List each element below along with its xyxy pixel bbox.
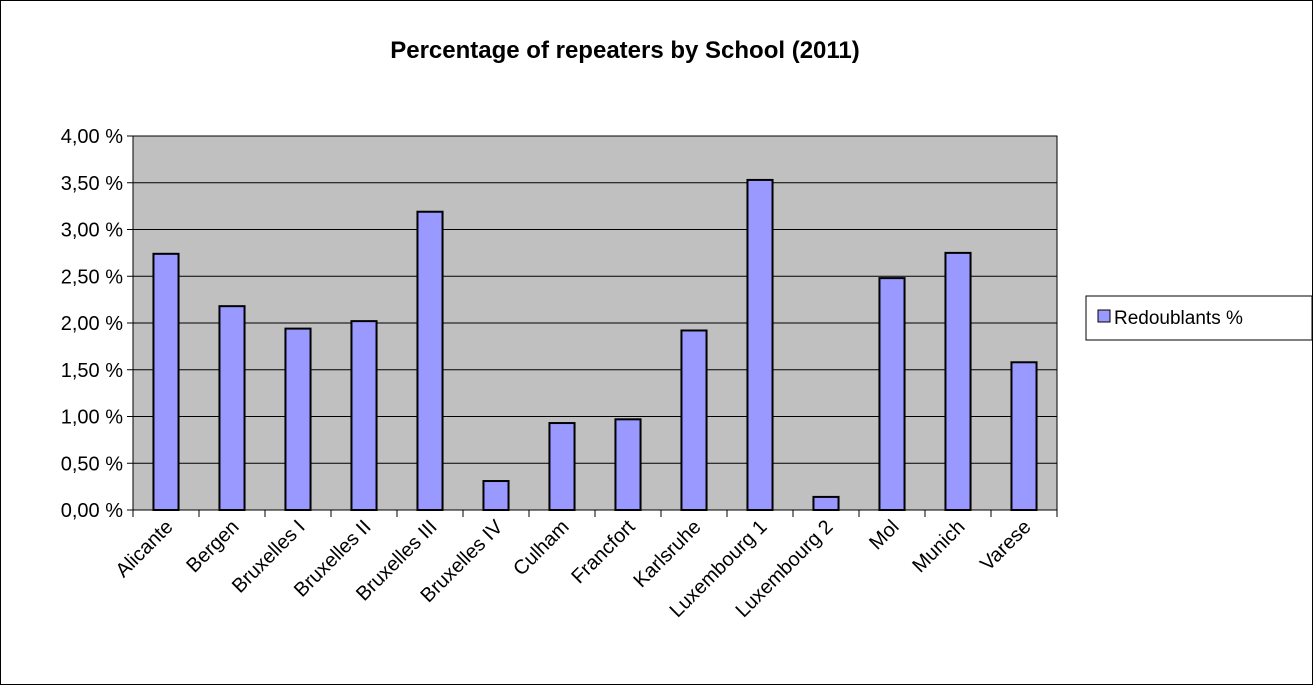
bar: [218, 305, 246, 512]
bar: [746, 178, 774, 511]
y-tick-label: 2,50 %: [61, 266, 123, 288]
y-tick-label: 3,00 %: [61, 220, 123, 242]
y-tick-label: 2,00 %: [61, 313, 123, 335]
legend-frame: [1085, 295, 1313, 341]
bar: [680, 329, 708, 512]
bar: [548, 422, 576, 512]
bar: [1010, 361, 1038, 511]
bar: [878, 277, 906, 511]
y-tick-label: 1,00 %: [61, 407, 123, 429]
y-tick-label: 3,50 %: [61, 173, 123, 195]
legend-label: Redoublants %: [1114, 308, 1243, 329]
chart-title: Percentage of repeaters by School (2011): [390, 37, 860, 64]
bar: [614, 418, 642, 511]
bar: [152, 252, 180, 511]
legend-swatch: [1097, 309, 1111, 323]
y-tick-label: 0,00 %: [61, 500, 123, 522]
y-tick-label: 1,50 %: [61, 360, 123, 382]
bar: [482, 480, 510, 512]
y-tick-label: 4,00 %: [61, 126, 123, 148]
bar: [416, 210, 444, 512]
y-tick-label: 0,50 %: [61, 453, 123, 475]
bar: [812, 495, 840, 512]
bar: [350, 320, 378, 511]
legend: Redoublants %: [1085, 295, 1313, 341]
bar: [284, 327, 312, 511]
bar: [944, 251, 972, 511]
